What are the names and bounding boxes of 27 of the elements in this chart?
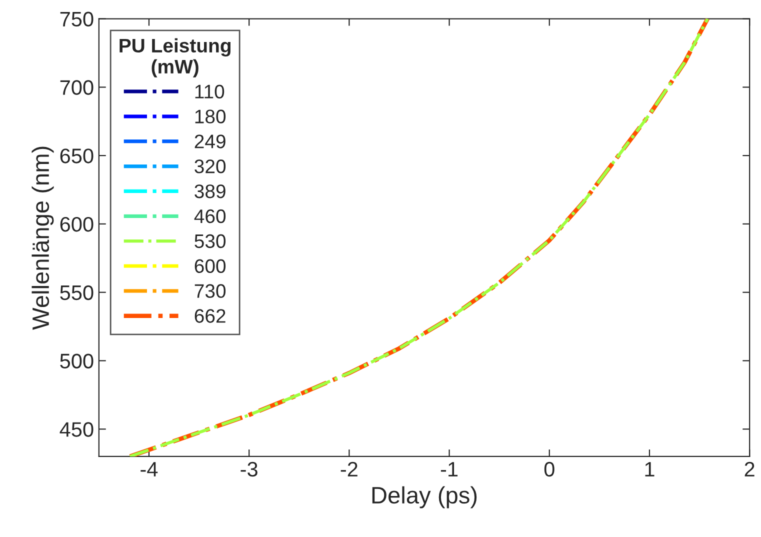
legend-label: 249 xyxy=(194,134,226,148)
x-tick-label: -4 xyxy=(140,462,158,476)
y-tick-label: 600 xyxy=(60,216,94,232)
x-tick-label: 2 xyxy=(744,462,754,476)
legend-label: 662 xyxy=(194,309,226,323)
legend-label: 180 xyxy=(195,110,226,124)
y-tick-label: 700 xyxy=(60,80,94,95)
y-tick-label: 550 xyxy=(60,285,94,300)
x-tick-label: -1 xyxy=(440,462,458,476)
legend-label: 460 xyxy=(194,209,226,224)
y-tick-label: 450 xyxy=(60,422,94,437)
legend-label: 110 xyxy=(195,84,224,98)
legend-label: 320 xyxy=(194,160,226,174)
y-tick-label: 650 xyxy=(60,148,94,164)
x-tick-label: -3 xyxy=(240,462,258,477)
x-tick-label: -2 xyxy=(340,462,358,476)
x-tick-label: 1 xyxy=(645,462,654,476)
x-axis-title: Delay (ps) xyxy=(372,486,477,508)
y-tick-label: 750 xyxy=(60,12,94,27)
legend-label: 730 xyxy=(194,284,226,298)
legend-label: 530 xyxy=(194,234,226,248)
legend-label: 600 xyxy=(194,259,226,274)
legend-label: 389 xyxy=(194,184,226,198)
legend-title: PU Leistung (mW) xyxy=(120,38,230,78)
x-tick-label: 0 xyxy=(544,462,554,477)
y-tick-label: 500 xyxy=(60,354,94,368)
y-axis-title: Wellenlänge (nm) xyxy=(32,146,54,330)
